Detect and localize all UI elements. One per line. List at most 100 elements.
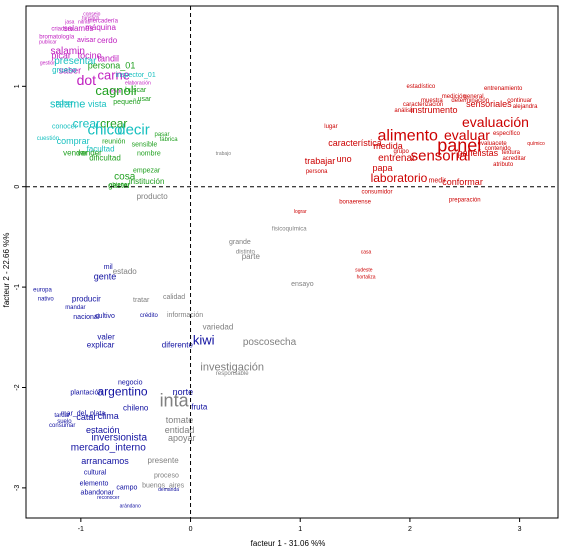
data-point-label: dot [77, 72, 97, 88]
data-point-label: información [167, 312, 203, 319]
data-point-label: grande [229, 239, 251, 246]
data-point-label: preparación [449, 197, 481, 203]
data-point-label: cerdo [97, 36, 118, 45]
data-point-label: proceso [154, 473, 179, 480]
data-point-label: reconocer [97, 495, 120, 501]
data-point-label: institución [129, 177, 165, 186]
data-point-label: máquina [85, 23, 116, 32]
data-point-label: suelo [57, 419, 72, 425]
data-point-label: chileno [123, 404, 149, 413]
data-point-label: buenos_aires [142, 483, 185, 490]
data-point-label: turistico [82, 15, 99, 21]
data-point-label: tocino [78, 51, 102, 61]
data-point-label: abandonar [81, 490, 115, 497]
data-point-label: salames [64, 24, 94, 33]
data-point-label: sensorial [411, 148, 471, 165]
data-point-label: crédito [140, 313, 159, 319]
data-point-label: medida [373, 141, 403, 151]
data-point-label: estadístico [407, 84, 436, 90]
data-point-label: continuar [507, 98, 532, 104]
data-point-label: decir [117, 121, 150, 138]
data-point-label: responsable [216, 371, 249, 377]
data-point-label: tomate [166, 415, 194, 425]
data-point-label: arándano [120, 503, 141, 509]
data-point-label: pequeño [113, 99, 140, 106]
data-point-label: producto [137, 192, 169, 201]
data-point-label: arrancamos [81, 456, 129, 466]
data-point-label: inspector_01 [116, 72, 156, 79]
data-point-label: salame [50, 98, 85, 110]
data-point-label: papa [372, 163, 392, 173]
data-point-label: nombre [137, 150, 161, 157]
data-point-label: cuestión [37, 136, 59, 142]
y-axis-label: facteur 2 - 22.66 %% [2, 233, 11, 308]
data-point-label: demanda [158, 487, 179, 493]
data-point-label: trabajar [305, 156, 336, 166]
data-point-label: tandil [98, 54, 120, 64]
data-point-label: alejandra [513, 104, 538, 110]
data-point-label: vista [88, 99, 107, 109]
data-point-label: europa [33, 288, 52, 294]
data-point-label: instrumento [411, 105, 458, 115]
data-point-label: grupo [393, 149, 409, 155]
data-point-label: fisicoquímica [272, 226, 307, 232]
data-point-label: contenido [485, 146, 512, 152]
data-point-label: textura [502, 150, 521, 156]
data-point-label: alimento [377, 128, 438, 145]
data-point-label: variedad [203, 322, 234, 331]
data-point-label: cultivo [95, 313, 115, 320]
data-point-label: evaluar [444, 127, 490, 143]
data-point-label: lograr [294, 209, 307, 215]
data-point-label: fruta [191, 403, 208, 412]
data-point-label: entrenamiento [484, 86, 523, 92]
data-point-label: evaluación [462, 114, 529, 130]
data-point-label: estación [86, 425, 120, 435]
data-point-label: medir [429, 178, 447, 185]
x-tick-label: 1 [298, 526, 302, 533]
data-point-label: argentino [98, 385, 148, 399]
data-point-label: distinto [236, 250, 256, 256]
data-point-label: diferente [162, 340, 194, 349]
data-point-label: investigación [200, 361, 264, 373]
data-point-label: parte [242, 252, 261, 261]
series-blue: argentino kiwi inversionistamercado_intern… [33, 264, 215, 509]
data-point-label: dificultad [89, 154, 121, 163]
x-axis-label: facteur 1 - 31.06 %% [251, 539, 326, 548]
data-point-label: análisis [394, 108, 414, 114]
data-point-label: kiwi [193, 333, 215, 348]
data-point-label: caracterización [403, 102, 443, 108]
data-point-label: bonaerense [339, 199, 371, 205]
data-point-label: catar [76, 412, 96, 422]
data-point-label: empezar [133, 167, 161, 174]
data-point-label: elemento [80, 481, 109, 488]
data-point-label: entidad [165, 425, 195, 435]
data-point-label: chico [87, 121, 122, 138]
data-point-label: mil [104, 264, 113, 271]
data-point-label: reunión [102, 138, 125, 145]
data-point-label: plantación [70, 389, 102, 396]
series-gray: inta investigación poscosecha variedad tomat… [113, 151, 314, 490]
data-point-label: criadero [51, 27, 73, 33]
data-point-label: mercadería [88, 19, 119, 25]
data-point-label: gente [94, 271, 117, 281]
data-point-label: facultad [87, 145, 115, 154]
data-point-label: inta [160, 390, 190, 410]
data-point-label: buscar [125, 87, 147, 94]
data-point-label: casa [361, 249, 372, 255]
x-tick-label: 2 [408, 526, 412, 533]
data-point-label: laboratorio [371, 171, 428, 185]
plot-frame [25, 5, 559, 519]
y-tick-label: -2 [14, 384, 21, 390]
data-point-label: lugar [324, 124, 337, 130]
data-point-label: pasar [155, 132, 170, 138]
data-point-label: específico [493, 131, 521, 137]
data-point-label: carne [97, 68, 130, 83]
data-point-label: calidad [163, 294, 185, 301]
data-point-label: poner [55, 100, 74, 107]
data-point-label: nitrito [78, 19, 90, 25]
data-point-label: obtener [109, 182, 129, 188]
